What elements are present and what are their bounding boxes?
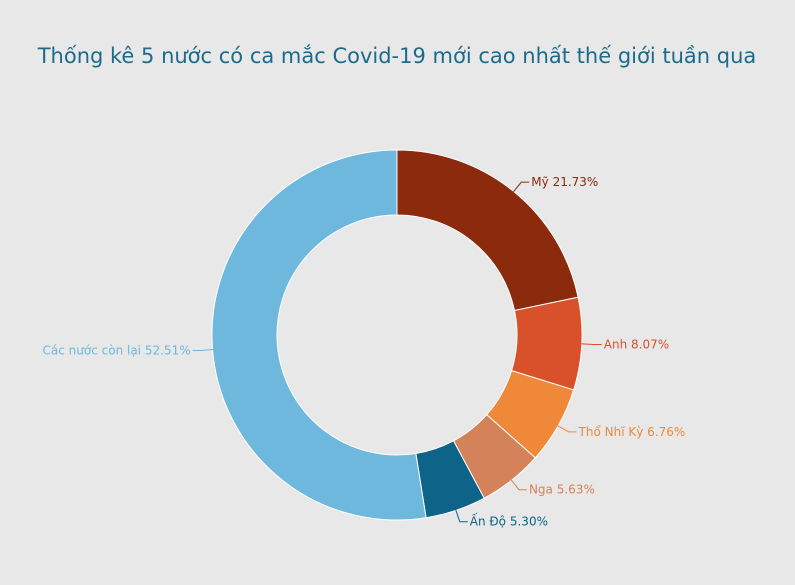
- leader-line: [192, 348, 215, 352]
- leader-line: [556, 424, 577, 433]
- label-value: 6.76%: [647, 424, 685, 438]
- label-name: Thổ Nhĩ Kỳ: [578, 424, 644, 438]
- data-label: Mỹ 21.73%: [531, 175, 598, 189]
- label-name: Các nước còn lại: [43, 343, 142, 357]
- label-name: Anh: [604, 337, 627, 351]
- slice: [211, 149, 427, 521]
- label-name: Nga: [529, 482, 553, 496]
- data-label: Nga 5.63%: [529, 482, 595, 496]
- chart-title: Thống kê 5 nước có ca mắc Covid-19 mới c…: [37, 44, 757, 68]
- leader-line: [454, 508, 468, 523]
- label-name: Mỹ: [531, 175, 548, 189]
- label-value: 5.30%: [510, 514, 548, 528]
- label-value: 21.73%: [553, 175, 599, 189]
- data-label: Thổ Nhĩ Kỳ 6.76%: [578, 424, 686, 438]
- label-value: 5.63%: [557, 482, 595, 496]
- leader-line: [579, 343, 602, 345]
- data-label: Anh 8.07%: [604, 337, 669, 351]
- leader-line: [512, 181, 530, 194]
- leader-line: [509, 478, 527, 491]
- data-label: Các nước còn lại 52.51%: [43, 343, 191, 357]
- slice: [396, 149, 579, 312]
- label-value: 52.51%: [145, 343, 191, 357]
- label-value: 8.07%: [631, 337, 669, 351]
- data-label: Ấn Độ 5.30%: [470, 512, 548, 528]
- label-name: Ấn Độ: [470, 512, 506, 528]
